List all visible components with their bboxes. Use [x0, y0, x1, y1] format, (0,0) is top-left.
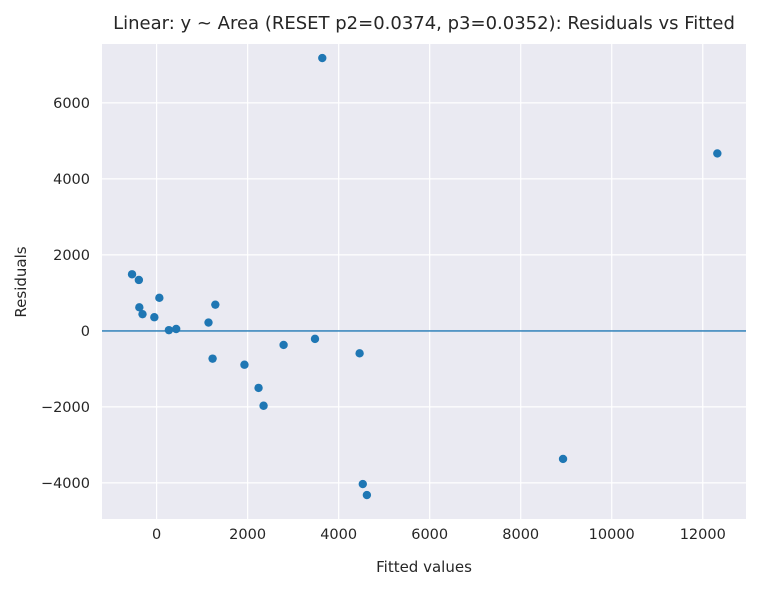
data-point [310, 334, 320, 344]
y-tick-label: −2000 [41, 400, 90, 416]
data-point [211, 300, 220, 309]
x-tick-labels: 0 2000 4000 6000 8000 10000 12000 [152, 527, 726, 543]
data-point [155, 293, 164, 303]
data-point [204, 318, 213, 327]
y-tick-label: 6000 [53, 96, 90, 112]
y-tick-label: 4000 [53, 172, 90, 188]
data-point [138, 309, 147, 319]
data-point [713, 149, 722, 158]
x-tick-label: 4000 [320, 527, 357, 543]
x-tick-label: 2000 [229, 527, 266, 543]
x-tick-label: 6000 [411, 527, 448, 543]
data-point [164, 325, 174, 335]
data-point [208, 354, 217, 363]
x-tick-label: 0 [152, 527, 161, 543]
data-point [135, 303, 144, 312]
chart-title: Linear: y ~ Area (RESET p2=0.0374, p3=0.… [113, 13, 735, 34]
y-tick-label: −4000 [41, 476, 90, 492]
data-point [240, 360, 249, 369]
data-point [127, 270, 137, 279]
data-point [254, 383, 263, 393]
data-point [171, 324, 181, 334]
data-point [358, 479, 367, 489]
plot-area [102, 44, 746, 519]
data-points [127, 53, 722, 500]
data-point [259, 401, 268, 410]
data-point [150, 313, 159, 322]
data-point [362, 490, 372, 500]
x-tick-label: 8000 [502, 527, 539, 543]
x-tick-label: 12000 [680, 527, 726, 543]
y-tick-labels: −4000 −2000 0 2000 4000 6000 [41, 96, 90, 492]
x-tick-label: 10000 [589, 527, 635, 543]
y-axis-label: Residuals [12, 246, 30, 317]
data-point [355, 349, 364, 358]
y-tick-label: 2000 [53, 248, 90, 264]
data-point [318, 53, 327, 63]
data-point [134, 275, 144, 285]
data-point [558, 454, 568, 464]
x-axis-label: Fitted values [376, 558, 472, 576]
y-tick-label: 0 [81, 324, 90, 340]
data-point [279, 340, 288, 350]
